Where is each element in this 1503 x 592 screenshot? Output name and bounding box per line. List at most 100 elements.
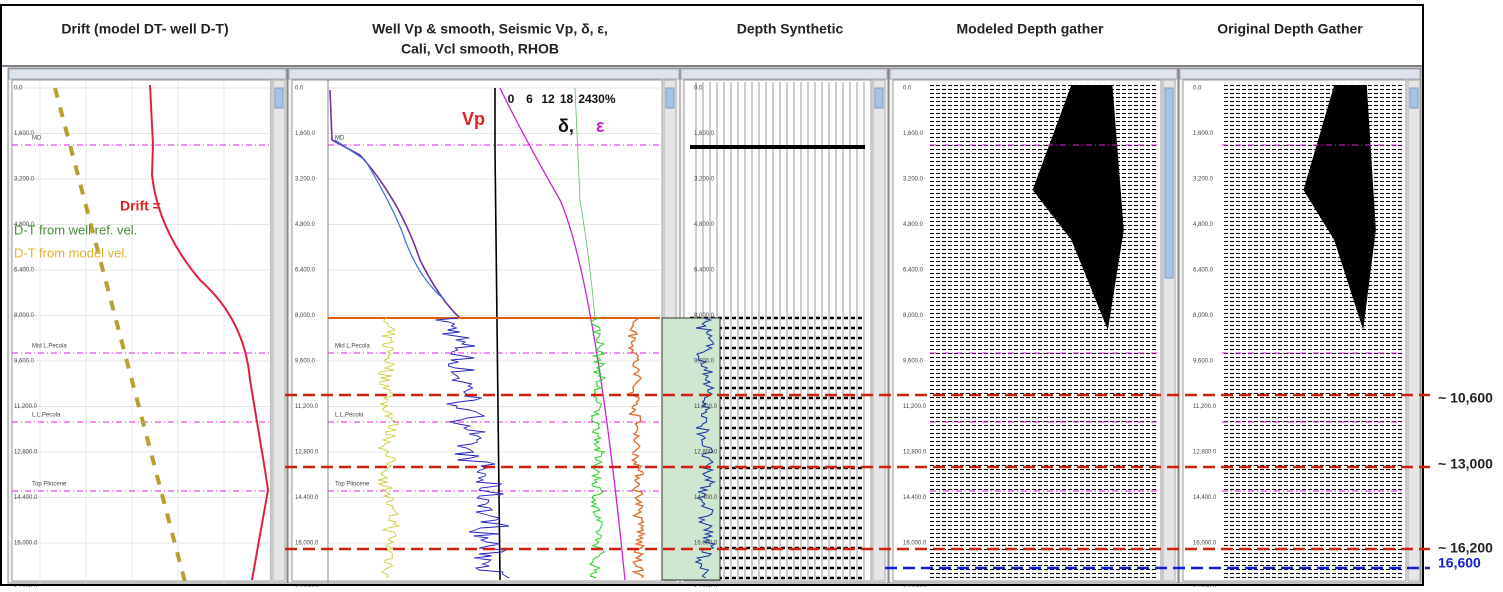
- scroll-thumb: [1409, 87, 1419, 109]
- vp-log: [435, 317, 510, 579]
- depth-label: 0.0: [14, 86, 23, 92]
- plot-area: [11, 79, 272, 582]
- marker-label: MD: [335, 136, 345, 142]
- header: Modeled Depth gather: [956, 21, 1104, 37]
- depth-label: 6,400.0: [903, 268, 924, 274]
- depth-label: 9,600.0: [694, 359, 715, 365]
- depth-label: 3,200.0: [295, 177, 316, 183]
- depth-label: 1,600.0: [14, 131, 35, 137]
- panel-toolbar: [8, 68, 287, 80]
- dt-line: [53, 87, 187, 583]
- scroll-thumb: [274, 87, 284, 109]
- panel-toolbar: [1179, 68, 1421, 80]
- depth-label: 4,800.0: [694, 222, 715, 228]
- scale-label: 6: [526, 92, 533, 106]
- depth-label: 3,200.0: [694, 177, 715, 183]
- depth-label: 12,800.0: [694, 450, 718, 456]
- depth-label: 11,200.0: [694, 404, 718, 410]
- depth-label: 8,000.0: [1193, 313, 1214, 319]
- depth-label: 16,000.0: [1193, 541, 1217, 547]
- gather-mute: [1032, 85, 1124, 330]
- depth-label: 3,200.0: [1193, 177, 1214, 183]
- gather: [1222, 82, 1403, 580]
- gather-mute: [1303, 85, 1376, 330]
- curve-label: δ,: [558, 116, 574, 136]
- depth-label: 11,200.0: [14, 404, 38, 410]
- marker-label: L.L.Pecola: [32, 413, 61, 419]
- marker-label: Mid L.Pecola: [335, 344, 370, 350]
- delta-curve: [499, 87, 626, 581]
- depth-label: 4,800.0: [295, 222, 316, 228]
- header: Depth Synthetic: [737, 21, 844, 37]
- depth-label: 8,000.0: [694, 313, 715, 319]
- depth-label: 8,000.0: [295, 313, 316, 319]
- depth-label: 11,200.0: [1193, 404, 1217, 410]
- cali-log: [377, 317, 401, 579]
- panel-toolbar: [680, 68, 888, 80]
- depth-label: 1,600.0: [903, 131, 924, 137]
- scrollbar: [1407, 79, 1421, 582]
- scrollbar: [272, 79, 286, 582]
- vp-smooth: [334, 139, 446, 301]
- depth-label: 0.0: [295, 86, 304, 92]
- depth-label: 4,800.0: [14, 222, 35, 228]
- annotation: D-T from well ref. vel.: [14, 222, 137, 237]
- depth-label: 4,800.0: [1193, 222, 1214, 228]
- annotation: Drift =: [120, 198, 161, 214]
- gather: [930, 82, 1158, 580]
- depth-label: 12,800.0: [14, 450, 38, 456]
- scale-label: 18: [560, 92, 574, 106]
- scroll-thumb: [1164, 87, 1174, 279]
- depth-label: 12,800.0: [295, 450, 319, 456]
- depth-label: 11,200.0: [903, 404, 927, 410]
- scale-label: 24: [578, 92, 592, 106]
- depth-label: 0.0: [694, 86, 703, 92]
- scale-label: 0: [508, 92, 515, 106]
- horizon-label: ~ 13,000: [1438, 456, 1493, 472]
- depth-label: 6,400.0: [295, 268, 316, 274]
- depth-label: 8,000.0: [903, 313, 924, 319]
- depth-label: 6,400.0: [14, 268, 35, 274]
- depth-label: 12,800.0: [903, 450, 927, 456]
- depth-label: 9,600.0: [14, 359, 35, 365]
- marker-label: Top Pliocene: [335, 482, 370, 488]
- depth-label: 3,200.0: [14, 177, 35, 183]
- depth-label: 1,600.0: [694, 131, 715, 137]
- horizon-label: ~ 10,600: [1438, 390, 1493, 406]
- eps-curve: [574, 87, 596, 319]
- drift-curve: [149, 84, 270, 581]
- depth-label: 1,600.0: [1193, 131, 1214, 137]
- depth-label: 14,400.0: [14, 495, 38, 501]
- curve-label: ε: [596, 116, 605, 136]
- panel-toolbar: [889, 68, 1178, 80]
- depth-label: 8,000.0: [14, 313, 35, 319]
- header: Drift (model DT- well D-T): [61, 21, 228, 37]
- marker-label: Mid L.Pecola: [32, 344, 67, 350]
- depth-label: 0.0: [1193, 86, 1202, 92]
- scroll-thumb: [874, 87, 884, 109]
- depth-label: 4,800.0: [903, 222, 924, 228]
- header: Cali, Vcl smooth, RHOB: [401, 41, 559, 57]
- vp-curve: [329, 89, 461, 319]
- depth-label: 1,600.0: [295, 131, 316, 137]
- scale-label: 30%: [591, 92, 615, 106]
- depth-label: 0.0: [903, 86, 912, 92]
- depth-label: 9,600.0: [1193, 359, 1214, 365]
- depth-label: 16,000.0: [295, 541, 319, 547]
- depth-label: 3,200.0: [903, 177, 924, 183]
- scrollbar: [872, 79, 886, 582]
- horizon-label: 16,600: [1438, 555, 1481, 571]
- marker-label: MD: [32, 136, 42, 142]
- litho-log: [694, 317, 717, 579]
- depth-label: 11,200.0: [295, 404, 319, 410]
- depth-label: 9,600.0: [295, 359, 316, 365]
- curve-label: Vp: [462, 109, 485, 129]
- depth-label: 12,800.0: [1193, 450, 1217, 456]
- plot-area: [291, 79, 663, 582]
- marker-label: L.L.Pecola: [335, 413, 364, 419]
- scale-label: 12: [541, 92, 555, 106]
- depth-label: 16,000.0: [903, 541, 927, 547]
- depth-label: 6,400.0: [1193, 268, 1214, 274]
